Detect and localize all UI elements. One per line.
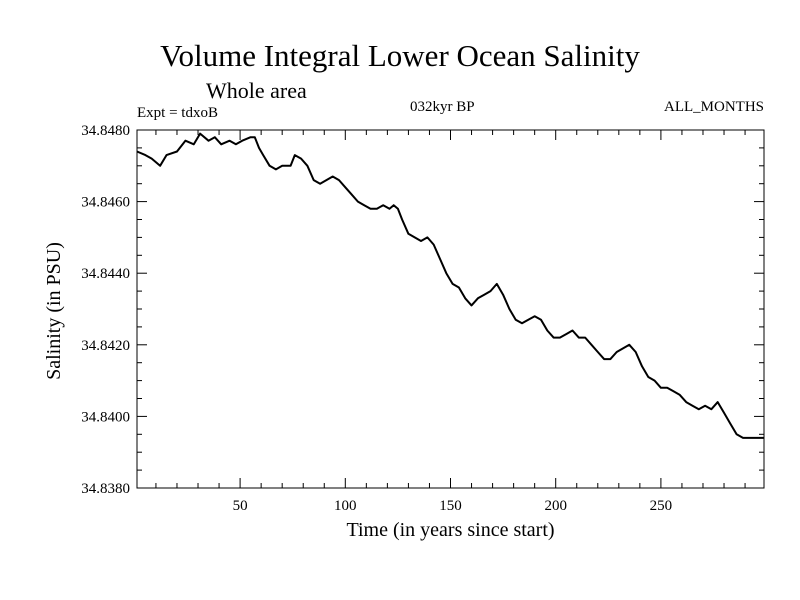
y-tick-label: 34.8460 xyxy=(81,195,130,211)
y-tick-label: 34.8440 xyxy=(81,266,130,282)
y-axis-label: Salinity (in PSU) xyxy=(43,242,65,380)
tick-labels: 50 100 150 200 250 34.8380 34.8400 34.8420 34.84… xyxy=(81,123,672,514)
x-axis-label: Time (in years since start) xyxy=(346,519,554,541)
chart-subtitle: Whole area xyxy=(206,78,307,103)
experiment-label: Expt = tdxoB xyxy=(137,105,218,121)
period-label: 032kyr BP xyxy=(410,99,475,115)
x-tick-label: 250 xyxy=(650,498,673,514)
y-tick-label: 34.8420 xyxy=(81,338,130,354)
x-tick-label: 200 xyxy=(544,498,567,514)
y-tick-label: 34.8400 xyxy=(81,409,130,425)
y-tick-label: 34.8480 xyxy=(81,123,130,139)
months-label: ALL_MONTHS xyxy=(664,99,764,115)
chart-title: Volume Integral Lower Ocean Salinity xyxy=(160,38,640,73)
x-tick-label: 50 xyxy=(233,498,248,514)
plot-frame xyxy=(136,129,765,489)
series-layer xyxy=(136,132,764,439)
x-tick-label: 100 xyxy=(334,498,357,514)
y-tick-label: 34.8380 xyxy=(81,481,130,497)
salinity-series-line xyxy=(136,132,764,439)
axis-ticks xyxy=(137,129,764,489)
x-tick-label: 150 xyxy=(439,498,462,514)
